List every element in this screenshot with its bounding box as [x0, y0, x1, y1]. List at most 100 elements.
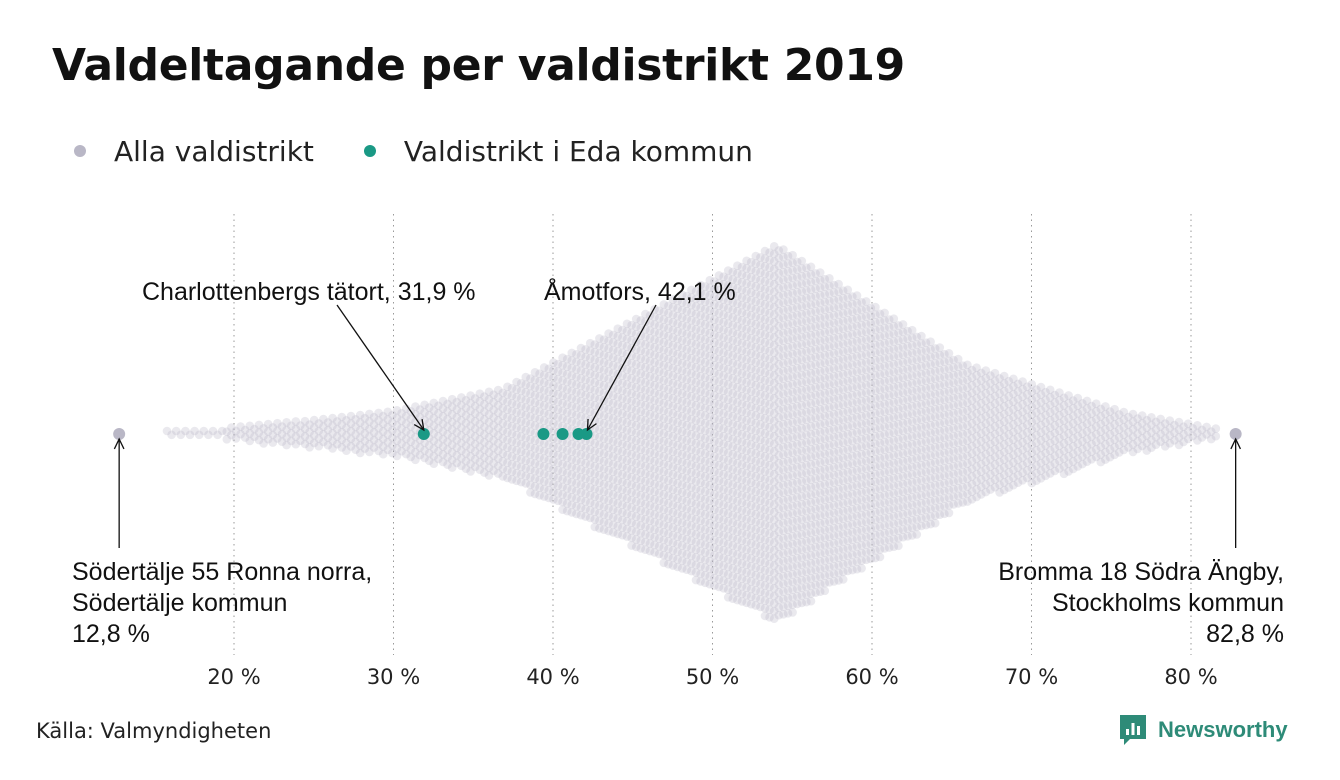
data-point [696, 432, 705, 442]
data-point [604, 336, 613, 346]
data-point [884, 383, 894, 393]
data-point [581, 367, 590, 377]
data-point [806, 589, 816, 598]
data-point [723, 517, 733, 526]
data-point [861, 312, 871, 321]
data-point [792, 485, 802, 495]
data-point [926, 481, 935, 491]
data-point [682, 299, 692, 309]
data-point [871, 432, 880, 441]
data-point [944, 394, 954, 404]
data-point [535, 468, 544, 477]
data-point [526, 488, 535, 497]
data-point [797, 568, 807, 577]
data-point [641, 439, 650, 448]
data-point [806, 422, 816, 431]
data-point [443, 445, 452, 454]
data-point [714, 491, 724, 501]
data-point [723, 387, 733, 397]
data-point [783, 312, 793, 322]
data-point [728, 427, 738, 436]
data-point [820, 518, 830, 527]
data-point [277, 422, 287, 431]
data-point [806, 353, 816, 363]
data-point [894, 374, 903, 383]
data-point [599, 403, 609, 413]
data-point [705, 291, 715, 300]
data-point [424, 403, 434, 412]
data-point [443, 437, 452, 447]
data-point [889, 322, 899, 331]
data-point [544, 372, 554, 381]
data-point [484, 455, 494, 465]
data-point [535, 483, 544, 493]
data-point [765, 392, 774, 402]
data-point [535, 415, 544, 424]
data-point [613, 461, 623, 470]
data-point [894, 526, 903, 535]
data-point [834, 416, 843, 426]
data-point [590, 401, 600, 410]
data-point [682, 565, 692, 574]
data-point [746, 273, 756, 282]
data-point [631, 360, 641, 369]
data-point [765, 605, 774, 614]
data-point [944, 455, 954, 465]
data-point [291, 424, 301, 434]
data-point [696, 326, 705, 336]
data-point [838, 438, 848, 448]
data-point [788, 250, 797, 260]
data-point [645, 425, 655, 434]
data-point [572, 357, 581, 367]
data-point [484, 410, 494, 419]
data-point [392, 413, 402, 423]
data-point [636, 506, 646, 515]
data-point [825, 281, 834, 291]
data-point [797, 530, 807, 539]
data-point [884, 467, 894, 476]
data-point [903, 471, 912, 480]
data-point [930, 397, 940, 406]
data-point [875, 529, 885, 539]
data-point [608, 520, 618, 530]
data-point [746, 341, 756, 351]
data-point [866, 493, 876, 503]
data-point [751, 525, 761, 534]
data-point [797, 477, 807, 486]
data-point [567, 363, 577, 373]
data-point [654, 336, 664, 346]
data-point [475, 412, 485, 421]
data-point [687, 376, 696, 386]
data-point [659, 383, 669, 393]
data-point [843, 536, 853, 545]
data-point [424, 448, 434, 458]
data-point [806, 505, 816, 515]
data-point [457, 415, 466, 425]
data-point [779, 435, 788, 444]
data-point [903, 387, 912, 397]
data-point [802, 316, 811, 326]
data-point [760, 315, 770, 324]
data-point [664, 347, 673, 356]
data-point [811, 421, 820, 430]
data-point [659, 429, 669, 438]
data-point [599, 434, 609, 443]
data-point [466, 444, 475, 454]
data-point [788, 592, 797, 602]
data-point [401, 434, 411, 444]
data-point [806, 391, 816, 401]
data-point [751, 396, 761, 405]
data-point [760, 254, 770, 263]
data-point [926, 474, 935, 483]
data-point [742, 332, 751, 342]
data-point [829, 402, 839, 411]
data-point [696, 493, 705, 503]
data-point [756, 306, 765, 315]
data-point [912, 454, 922, 463]
data-point [907, 371, 917, 381]
data-point [604, 519, 613, 528]
data-point [613, 438, 623, 448]
data-point [912, 393, 922, 403]
data-point [848, 543, 857, 552]
data-point [733, 284, 742, 293]
